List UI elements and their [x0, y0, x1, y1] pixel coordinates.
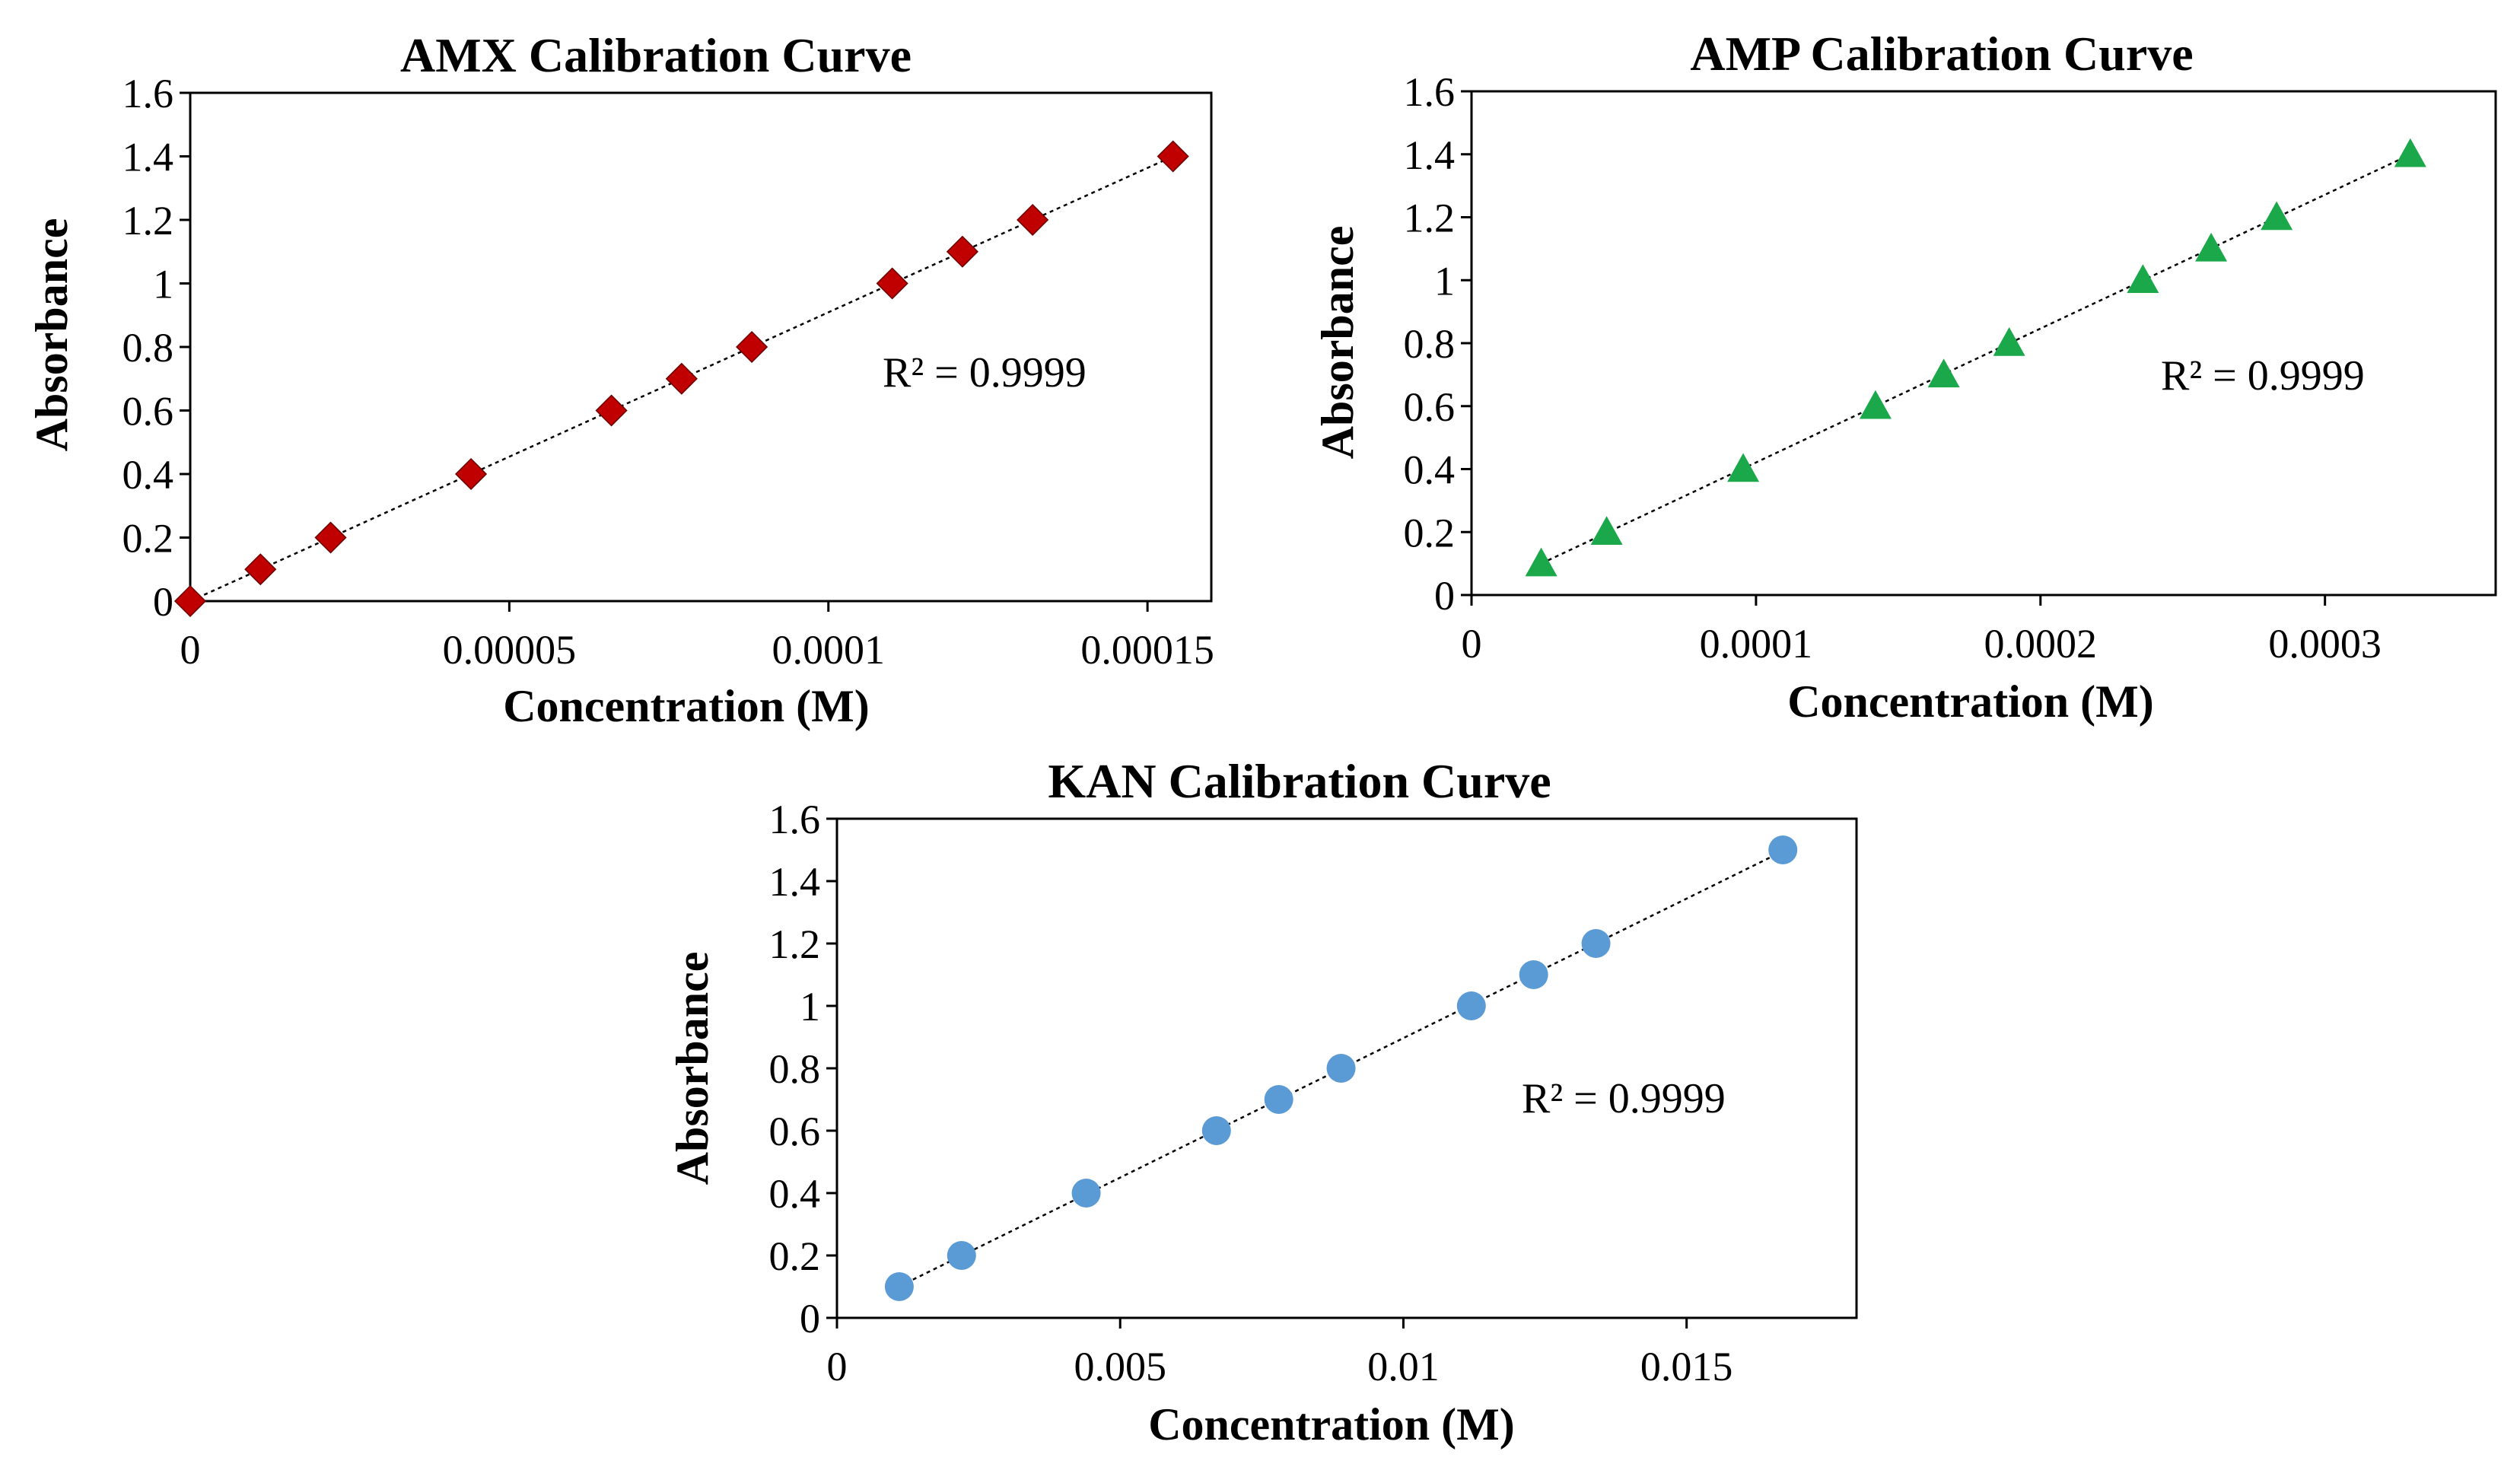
amx-trendline-path — [189, 155, 1174, 603]
amp-data-point — [2394, 138, 2426, 167]
amp-x-tick-label: 0.0002 — [1984, 621, 2098, 667]
amx-y-tick-label: 0 — [153, 579, 173, 625]
amx-data-point — [314, 521, 347, 554]
kan-data-point — [1326, 1054, 1356, 1083]
amx-x-tick-label: 0 — [180, 627, 201, 673]
kan-data-point — [1456, 991, 1486, 1020]
amp-data-point — [1927, 358, 1960, 388]
amx-x-tick-label: 0.0001 — [772, 627, 886, 673]
kan-y-axis-label: Absorbance — [667, 952, 718, 1185]
amp-y-tick-label: 0.6 — [1404, 384, 1456, 430]
amp-x-axis: 0 0.0001 0.0002 0.0003 — [1462, 595, 2382, 667]
amx-data-points — [173, 140, 1189, 618]
amx-y-axis-label: Absorbance — [27, 218, 77, 452]
kan-y-tick-label: 1.2 — [769, 921, 821, 967]
kan-data-point — [1768, 835, 1798, 864]
kan-data-points — [884, 835, 1798, 1301]
amx-r2-annotation: R² = 0.9999 — [883, 349, 1087, 396]
amp-x-tick-label: 0.0003 — [2268, 621, 2382, 667]
amp-chart: AMP Calibration Curve 0 0.2 0.4 0.6 0.8 1 1.2 1… — [1312, 27, 2497, 727]
kan-y-axis: 0 0.2 0.4 0.6 0.8 1 1.2 1.4 1.6 — [769, 797, 837, 1341]
kan-x-tick-label: 0.01 — [1367, 1344, 1440, 1389]
kan-x-tick-label: 0.015 — [1640, 1344, 1733, 1389]
amx-data-point — [665, 362, 698, 395]
amp-data-point — [1859, 390, 1892, 419]
amx-y-tick-label: 0.2 — [123, 516, 174, 562]
amp-y-tick-label: 0.8 — [1404, 321, 1456, 367]
amp-x-tick-label: 0 — [1462, 621, 1482, 667]
kan-data-point — [1201, 1116, 1231, 1145]
amx-plot-frame — [189, 91, 1213, 603]
amp-data-point — [1993, 327, 2025, 356]
amp-data-point — [2127, 264, 2159, 294]
kan-y-tick-label: 0.8 — [769, 1046, 821, 1092]
amp-data-point — [1590, 516, 1623, 546]
amp-x-tick-label: 0.0001 — [1700, 621, 1813, 667]
amx-data-point — [1157, 140, 1189, 173]
amx-data-point — [454, 457, 488, 491]
kan-title: KAN Calibration Curve — [1048, 754, 1551, 808]
amp-data-point — [1727, 453, 1760, 482]
amp-y-tick-label: 1.6 — [1404, 69, 1456, 115]
kan-data-point — [947, 1241, 976, 1270]
kan-x-tick-label: 0 — [827, 1344, 848, 1389]
kan-y-tick-label: 0.2 — [769, 1233, 821, 1279]
amx-chart: AMX Calibration Curve 0 0.2 0.4 0.6 0.8 1 1.2 1… — [27, 28, 1214, 731]
kan-y-tick-label: 0.4 — [769, 1171, 821, 1217]
kan-r2-annotation: R² = 0.9999 — [1522, 1075, 1726, 1122]
amx-y-tick-label: 0.4 — [123, 452, 174, 498]
amp-data-point — [2261, 201, 2293, 231]
amx-y-axis: 0 0.2 0.4 0.6 0.8 1 1.2 1.4 1.6 — [123, 71, 190, 625]
kan-data-point — [1581, 929, 1611, 958]
amx-data-point — [736, 330, 768, 364]
amp-data-points — [1525, 138, 2426, 577]
kan-y-tick-label: 1.6 — [769, 797, 821, 842]
amp-data-point — [1525, 547, 1558, 577]
amx-trendline — [189, 155, 1174, 603]
amx-y-tick-label: 1.2 — [123, 198, 174, 243]
amx-y-tick-label: 1.6 — [123, 71, 174, 116]
amp-plot-frame — [1470, 90, 2497, 597]
amp-y-axis-label: Absorbance — [1312, 226, 1363, 460]
amx-y-tick-label: 0.6 — [123, 389, 174, 434]
kan-x-axis: 0 0.005 0.01 0.015 — [827, 1318, 1733, 1389]
kan-x-axis-label: Concentration (M) — [1148, 1399, 1515, 1449]
kan-y-tick-label: 0.6 — [769, 1109, 821, 1154]
amx-data-point — [876, 267, 908, 300]
amp-y-tick-label: 0 — [1434, 573, 1455, 619]
amp-y-tick-label: 1 — [1434, 258, 1455, 304]
amp-y-tick-label: 0.4 — [1404, 447, 1456, 493]
amp-r2-annotation: R² = 0.9999 — [2161, 352, 2365, 399]
amx-title: AMX Calibration Curve — [400, 28, 912, 82]
amp-title: AMP Calibration Curve — [1690, 27, 2193, 81]
kan-data-point — [1264, 1085, 1293, 1114]
kan-x-tick-label: 0.005 — [1074, 1344, 1166, 1389]
kan-y-tick-label: 0 — [800, 1296, 820, 1341]
amp-y-tick-label: 0.2 — [1404, 510, 1456, 555]
amx-data-point — [173, 584, 207, 618]
amx-y-tick-label: 1.4 — [123, 135, 174, 180]
amx-data-point — [1017, 203, 1049, 237]
kan-y-tick-label: 1.4 — [769, 859, 821, 905]
kan-data-point — [884, 1272, 914, 1301]
kan-data-point — [1519, 960, 1548, 989]
amx-x-axis: 0 0.00005 0.0001 0.00015 — [180, 601, 1214, 673]
amx-x-axis-label: Concentration (M) — [503, 681, 870, 731]
kan-chart: KAN Calibration Curve 0 0.2 0.4 0.6 0.8 1 1.2 1… — [667, 754, 1858, 1449]
kan-y-tick-label: 1 — [800, 984, 820, 1029]
amx-x-tick-label: 0.00005 — [443, 627, 577, 673]
amx-data-point — [946, 235, 978, 268]
amx-y-tick-label: 0.8 — [123, 325, 174, 371]
amp-x-axis-label: Concentration (M) — [1787, 676, 2154, 727]
amp-y-tick-label: 1.4 — [1404, 132, 1456, 178]
amp-data-point — [2195, 232, 2228, 262]
amp-y-tick-label: 1.2 — [1404, 196, 1456, 241]
kan-data-point — [1071, 1179, 1101, 1208]
amx-x-tick-label: 0.00015 — [1080, 627, 1214, 673]
amp-y-axis: 0 0.2 0.4 0.6 0.8 1 1.2 1.4 1.6 — [1404, 69, 1472, 619]
amx-data-point — [244, 553, 277, 586]
amx-y-tick-label: 1 — [153, 262, 173, 307]
amx-data-point — [595, 394, 628, 427]
